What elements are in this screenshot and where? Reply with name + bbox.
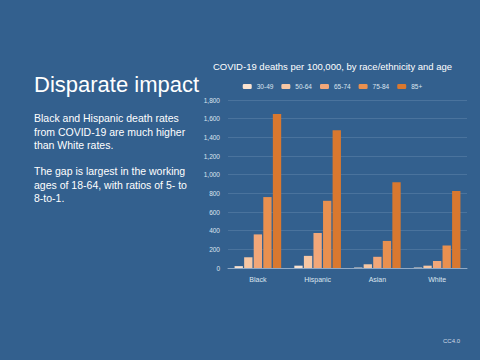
svg-text:600: 600 — [209, 209, 220, 216]
svg-text:1,400: 1,400 — [204, 134, 221, 141]
svg-text:400: 400 — [209, 227, 220, 234]
svg-text:1,600: 1,600 — [204, 115, 221, 122]
svg-text:65-74: 65-74 — [334, 83, 351, 90]
svg-text:1,800: 1,800 — [204, 97, 221, 104]
svg-text:Asian: Asian — [369, 276, 387, 283]
svg-text:30-49: 30-49 — [257, 83, 274, 90]
svg-text:0: 0 — [216, 265, 220, 272]
svg-text:1,000: 1,000 — [204, 171, 221, 178]
svg-text:50-64: 50-64 — [295, 83, 312, 90]
svg-text:85+: 85+ — [411, 83, 422, 90]
svg-text:Black: Black — [249, 276, 267, 283]
html-text:Disparate impact: Disparate impact — [34, 72, 200, 97]
svg-text:75-84: 75-84 — [373, 83, 390, 90]
html-text:The gap is largest in the work: The gap is largest in the working ages o… — [34, 164, 187, 205]
html-text:CC4.0: CC4.0 — [443, 338, 460, 344]
svg-text:Hispanic: Hispanic — [304, 276, 331, 284]
svg-text:200: 200 — [209, 246, 220, 253]
svg-text:White: White — [428, 276, 446, 283]
html-text:Black and Hispanic death rates: Black and Hispanic death rates from COVI… — [34, 112, 186, 152]
svg-text:1,200: 1,200 — [204, 153, 221, 160]
svg-text:COVID-19 deaths per 100,000, b: COVID-19 deaths per 100,000, by race/eth… — [213, 61, 452, 72]
svg-text:800: 800 — [209, 190, 220, 197]
